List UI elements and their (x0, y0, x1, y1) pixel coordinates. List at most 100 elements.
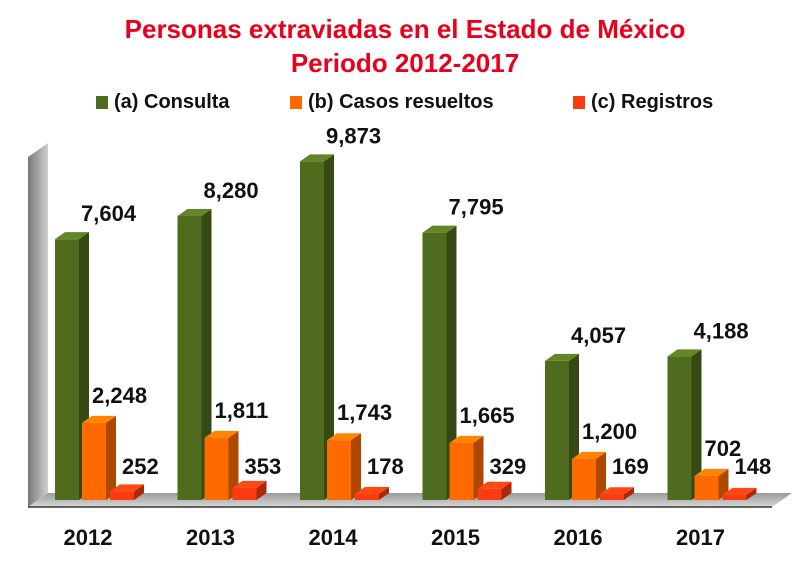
data-label: 329 (490, 454, 527, 479)
category-label: 2012 (64, 525, 113, 550)
bar-front (355, 493, 379, 500)
data-label: 148 (735, 454, 772, 479)
bar (300, 154, 334, 501)
bar-front (477, 488, 502, 500)
bar (110, 484, 144, 500)
bar-front (55, 239, 79, 500)
bar-top (232, 480, 267, 488)
bar-front (82, 422, 106, 500)
category-labels: 2012 2013 2014 2015 2016 2017 (64, 525, 725, 550)
bar-front (722, 494, 747, 500)
bar-front (177, 215, 202, 500)
bar (722, 487, 757, 500)
data-label: 1,665 (460, 403, 515, 428)
data-label: 1,811 (215, 398, 269, 423)
bar (449, 435, 484, 500)
bar-side (746, 487, 757, 500)
legend-swatch (290, 96, 302, 109)
bar-top (545, 353, 579, 361)
bar-top (694, 468, 729, 476)
data-label: 7,795 (449, 195, 504, 220)
data-label: 353 (245, 454, 282, 479)
category-label: 2017 (676, 525, 725, 550)
bar-front (667, 356, 692, 500)
bar (355, 486, 389, 500)
bar-front (449, 442, 474, 500)
data-label: 178 (367, 454, 404, 479)
bar-top (300, 154, 334, 162)
bar-top (110, 484, 144, 492)
bar-top (667, 349, 702, 357)
bar-side (473, 435, 484, 500)
bar (177, 208, 212, 500)
bar (55, 232, 89, 500)
bar-top (355, 486, 389, 494)
bar-top (327, 433, 361, 441)
data-label: 2,248 (92, 383, 147, 408)
chart-subtitle: Periodo 2012-2017 (291, 48, 519, 78)
bar-side (501, 481, 512, 500)
data-labels: 7,604 2,248 252 8,280 1,811 353 9,873 1,743 178 7… (81, 123, 771, 479)
bar-side (201, 208, 212, 500)
bar (327, 433, 361, 500)
bar (82, 415, 116, 500)
data-label: 4,057 (571, 323, 626, 348)
bar (204, 430, 239, 500)
bar-top (177, 208, 212, 216)
bar-side (228, 430, 239, 500)
bar-top (82, 415, 116, 423)
bar-side (596, 451, 606, 500)
bar-top (55, 232, 89, 240)
bar-side (134, 484, 144, 500)
bar-front (694, 475, 719, 500)
chart-title: Personas extraviadas en el Estado de Méx… (125, 14, 686, 44)
legend-swatch (573, 96, 585, 109)
category-label: 2014 (309, 525, 359, 550)
bar-front (600, 494, 624, 500)
bar-side (379, 486, 389, 500)
legend-swatch (96, 96, 108, 109)
legend-label: (a) Consulta (114, 91, 230, 113)
bar-side (691, 349, 702, 500)
bar-side (256, 480, 267, 500)
data-label: 1,743 (337, 400, 392, 425)
data-label: 7,604 (81, 201, 137, 226)
bar-top (422, 225, 457, 233)
bar-front (204, 437, 229, 500)
bar-top (600, 487, 634, 495)
data-label: 9,873 (326, 123, 381, 148)
bar-top (722, 487, 757, 495)
bar-side (446, 225, 457, 500)
data-label: 169 (612, 454, 649, 479)
bar-side (718, 468, 729, 500)
bar-side (106, 415, 116, 500)
bar-front (300, 161, 324, 501)
category-label: 2016 (554, 525, 603, 550)
bar (422, 225, 457, 500)
bar-front (422, 232, 447, 500)
bar-top (572, 451, 606, 459)
data-label: 8,280 (204, 178, 259, 203)
legend-label: (c) Registros (591, 91, 713, 113)
bar-front (232, 487, 257, 500)
bar-top (477, 481, 512, 489)
bar (572, 451, 606, 500)
bar-side (324, 154, 334, 501)
data-label: 702 (705, 436, 742, 461)
bar-top (449, 435, 484, 443)
bar-front (545, 360, 569, 500)
bar (477, 481, 512, 500)
bar (667, 349, 702, 500)
bar (600, 487, 634, 500)
bar-front (327, 440, 351, 500)
bar (694, 468, 729, 500)
bar-side (351, 433, 361, 500)
category-label: 2013 (186, 525, 235, 550)
legend-label: (b) Casos resueltos (308, 91, 494, 113)
bar-front (572, 458, 596, 500)
data-label: 1,200 (582, 419, 637, 444)
bar-side (624, 487, 634, 500)
data-label: 252 (122, 454, 159, 479)
bars (55, 154, 757, 501)
bar (232, 480, 267, 500)
